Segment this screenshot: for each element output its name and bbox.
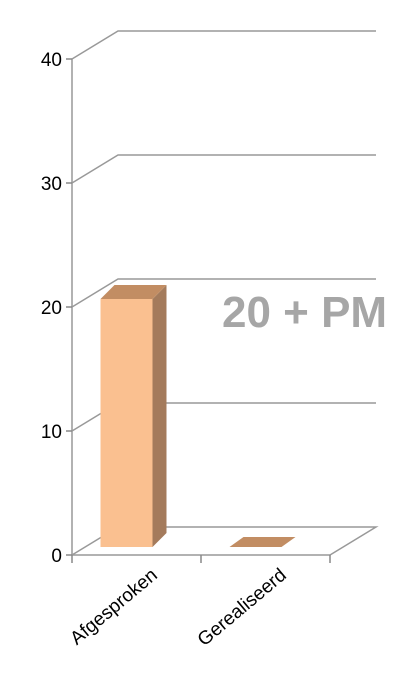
y-tick-label: 10 [41,422,62,443]
x-axis-labels: Afgesproken Gerealiseerd [66,565,290,651]
gridline [71,154,376,184]
x-category-label: Afgesproken [66,565,161,650]
y-axis-ticks [66,58,72,556]
gridline [71,30,376,60]
y-tick-label: 0 [51,546,62,567]
bar-top [100,285,167,299]
y-tick-label: 20 [41,298,62,319]
annotation-label: 20 + PM [222,288,387,337]
y-tick-label: 40 [41,50,62,71]
y-tick-label: 30 [41,174,62,195]
chart-floor [71,526,379,556]
bar-top [229,537,296,547]
y-axis-labels: 0 10 20 30 40 [41,50,62,567]
gridline [71,278,376,308]
x-category-label: Gerealiseerd [194,565,291,651]
bar-front [100,299,153,547]
x-axis [71,554,331,563]
bars [100,285,296,547]
bar [229,537,296,547]
bar-side [152,285,167,547]
bar [100,285,167,547]
